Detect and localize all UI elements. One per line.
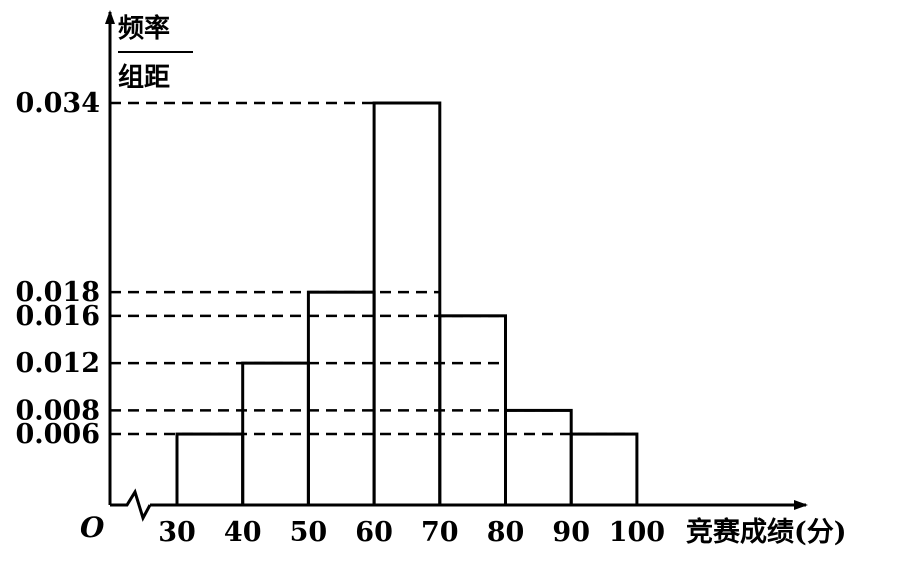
x-tick-label: 30 xyxy=(158,517,196,548)
y-tick-label: 0.012 xyxy=(15,348,100,379)
histogram-bar xyxy=(569,432,639,507)
y-tick-label: 0.018 xyxy=(15,277,100,308)
y-label-numerator: 频率 xyxy=(118,13,170,44)
y-tick-label: 0.034 xyxy=(15,88,100,119)
x-tick-label: 40 xyxy=(224,517,262,548)
x-axis-label: 竞赛成绩(分) xyxy=(686,516,847,548)
histogram-bar xyxy=(306,290,376,507)
histogram-bar xyxy=(504,408,573,507)
x-axis xyxy=(110,488,808,522)
histogram-bars xyxy=(175,101,639,507)
x-tick-labels: 30 40 50 60 70 80 90 100 xyxy=(158,517,665,548)
x-tick-label: 100 xyxy=(609,517,665,548)
x-tick-label: 70 xyxy=(421,517,459,548)
x-tick-label: 50 xyxy=(290,517,328,548)
histogram-bar xyxy=(372,101,442,507)
y-tick-label: 0.016 xyxy=(15,301,100,332)
y-axis-label: 频率 组距 xyxy=(118,13,193,93)
y-tick-label: 0.006 xyxy=(15,419,100,450)
x-tick-label: 60 xyxy=(355,517,393,548)
histogram-bar xyxy=(175,432,245,507)
x-tick-label: 90 xyxy=(552,517,590,548)
y-tick-label: 0.008 xyxy=(15,395,100,426)
origin-label: O xyxy=(80,511,105,544)
x-tick-label: 80 xyxy=(487,517,525,548)
y-label-denominator: 组距 xyxy=(118,62,170,93)
axis-break-mark xyxy=(110,488,152,522)
